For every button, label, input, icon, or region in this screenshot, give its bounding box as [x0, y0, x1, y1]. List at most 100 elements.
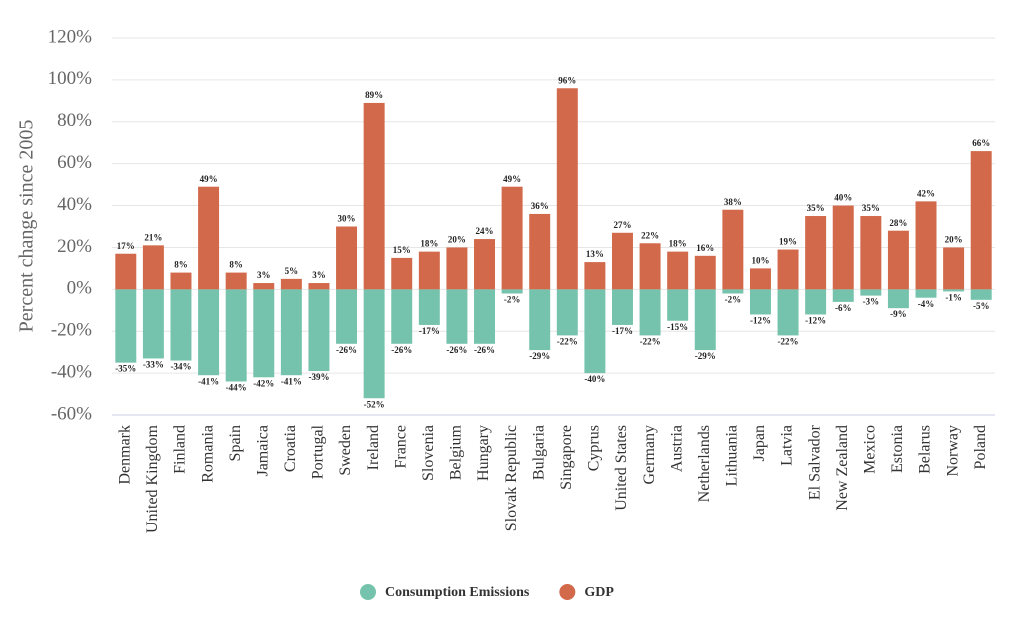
value-label: -17% — [612, 326, 633, 336]
value-label: 30% — [338, 214, 356, 224]
y-tick-label: 60% — [57, 152, 92, 173]
value-label: 3% — [312, 270, 326, 280]
value-label: 42% — [917, 188, 935, 198]
x-tick-label: Cyprus — [586, 425, 603, 471]
bar — [667, 251, 689, 290]
value-label: -22% — [557, 336, 578, 346]
x-tick-label: Bulgaria — [530, 425, 547, 480]
bar — [639, 289, 661, 336]
bar — [749, 289, 771, 315]
y-tick-label: 40% — [57, 194, 92, 215]
value-label: -4% — [918, 299, 935, 309]
y-tick-label: 80% — [57, 110, 92, 131]
x-tick-label: Estonia — [889, 425, 906, 473]
bar — [170, 272, 192, 290]
legend-label: Consumption Emissions — [385, 585, 530, 600]
bar — [970, 151, 992, 290]
x-tick-label: Lithuania — [724, 425, 741, 486]
bar — [556, 289, 578, 336]
bar — [474, 239, 496, 290]
value-label: -52% — [364, 399, 385, 409]
x-tick-label: Mexico — [862, 425, 879, 474]
bar — [446, 247, 468, 290]
value-label: -15% — [667, 322, 688, 332]
bar — [805, 289, 827, 315]
value-label: 8% — [174, 260, 188, 270]
value-label: 96% — [558, 75, 576, 85]
value-label: -26% — [446, 345, 467, 355]
x-tick-label: Japan — [751, 425, 768, 461]
x-tick-label: Belgium — [448, 424, 465, 480]
bar — [860, 289, 882, 296]
x-tick-label: Austria — [668, 425, 685, 472]
bar — [694, 255, 716, 290]
bar — [611, 232, 633, 290]
value-label: -41% — [281, 376, 302, 386]
value-label: -44% — [226, 383, 247, 393]
x-tick-label: Denmark — [116, 425, 133, 485]
bar — [142, 245, 164, 290]
x-tick-label: Sweden — [337, 425, 354, 476]
value-label: 36% — [531, 201, 549, 211]
bar — [915, 289, 937, 298]
value-label: 89% — [365, 90, 383, 100]
x-tick-label: Hungary — [475, 425, 492, 481]
value-label: -29% — [529, 351, 550, 361]
x-tick-label: United States — [613, 425, 630, 511]
value-label: 13% — [586, 249, 604, 259]
value-label: -35% — [115, 364, 136, 374]
value-label: 27% — [613, 220, 631, 230]
value-label: 49% — [200, 174, 218, 184]
value-label: -6% — [835, 303, 852, 313]
bar — [446, 289, 468, 344]
bar — [474, 289, 496, 344]
bar — [887, 230, 909, 290]
y-tick-label: 0% — [67, 278, 93, 299]
bar — [225, 272, 247, 290]
value-label: 19% — [779, 237, 797, 247]
value-label: 8% — [229, 260, 243, 270]
value-label: -39% — [308, 372, 329, 382]
value-label: -2% — [504, 295, 521, 305]
x-tick-label: Norway — [944, 425, 961, 477]
value-label: 10% — [751, 255, 769, 265]
y-tick-label: -40% — [51, 361, 92, 382]
bar — [198, 289, 220, 376]
bar — [308, 283, 330, 290]
x-tick-label: Spain — [227, 425, 244, 461]
y-axis-label: Percent change since 2005 — [16, 120, 38, 333]
bar — [694, 289, 716, 351]
value-label: -42% — [253, 378, 274, 388]
bar — [280, 289, 302, 376]
bar — [915, 201, 937, 290]
legend-marker — [360, 584, 376, 600]
bar — [584, 289, 606, 374]
bar — [943, 247, 965, 290]
y-tick-label: -60% — [51, 403, 92, 424]
bar — [777, 289, 799, 336]
value-label: 3% — [257, 270, 271, 280]
x-tick-label: United Kingdom — [144, 424, 161, 533]
value-label: -41% — [198, 376, 219, 386]
value-label: 24% — [476, 226, 494, 236]
bar — [722, 289, 744, 294]
bar — [280, 278, 302, 290]
value-label: 35% — [862, 203, 880, 213]
value-label: 35% — [807, 203, 825, 213]
bar — [418, 289, 440, 325]
value-label: -12% — [750, 316, 771, 326]
value-label: 22% — [641, 230, 659, 240]
bar — [667, 289, 689, 321]
value-label: -33% — [143, 360, 164, 370]
bar — [115, 289, 137, 363]
bar — [363, 102, 385, 290]
bar — [391, 289, 413, 344]
value-label: 5% — [285, 266, 299, 276]
x-tick-label: Slovenia — [420, 425, 437, 481]
bar — [722, 209, 744, 290]
y-tick-label: 20% — [57, 236, 92, 257]
y-tick-label: 100% — [48, 68, 93, 89]
bar — [308, 289, 330, 372]
x-tick-label: Finland — [172, 425, 189, 474]
